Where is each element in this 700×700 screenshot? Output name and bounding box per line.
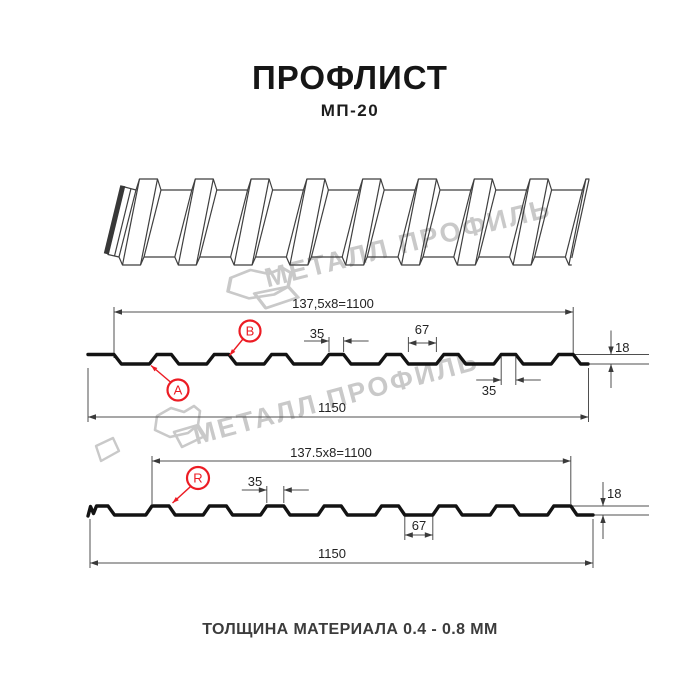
dim-label-crest-bottom-front: 35 bbox=[482, 383, 496, 398]
dim-label-overall-reverse: 1150 bbox=[318, 546, 346, 561]
dim-label-valley-reverse: 67 bbox=[412, 518, 426, 533]
section-front-drawing bbox=[86, 307, 649, 422]
section-reverse-drawing bbox=[86, 456, 649, 568]
dim-label-pitch-reverse: 137.5x8=1100 bbox=[290, 445, 372, 460]
watermark-layer: МЕТАЛЛ ПРОФИЛЬ МЕТАЛЛ ПРОФИЛЬ bbox=[94, 193, 555, 463]
dim-label-crest-reverse: 35 bbox=[248, 474, 262, 489]
point-label-r: R bbox=[193, 471, 202, 486]
section-reverse-labels: 137.5x8=1100 35 67 18 1150 R bbox=[193, 445, 621, 561]
point-label-a: A bbox=[174, 383, 183, 398]
dim-label-valley-front: 67 bbox=[415, 322, 429, 337]
dim-label-overall-front: 1150 bbox=[318, 400, 346, 415]
dim-label-crest-top-front: 35 bbox=[310, 326, 324, 341]
dim-label-height-reverse: 18 bbox=[607, 486, 621, 501]
dim-label-height-front: 18 bbox=[615, 340, 629, 355]
point-label-b: B bbox=[246, 324, 255, 339]
profile-3d-drawing bbox=[103, 178, 590, 266]
brand-logo-watermark bbox=[94, 266, 300, 463]
profile-model-subtitle: МП-20 bbox=[320, 101, 380, 120]
page-title: ПРОФЛИСТ bbox=[252, 59, 448, 96]
section-front-labels: 137,5x8=1100 35 67 18 35 1150 A B bbox=[174, 296, 630, 415]
material-thickness-caption: ТОЛЩИНА МАТЕРИАЛА 0.4 - 0.8 ММ bbox=[202, 621, 498, 638]
brand-watermark-text-1: МЕТАЛЛ ПРОФИЛЬ bbox=[262, 193, 555, 293]
dim-label-pitch-front: 137,5x8=1100 bbox=[292, 296, 374, 311]
